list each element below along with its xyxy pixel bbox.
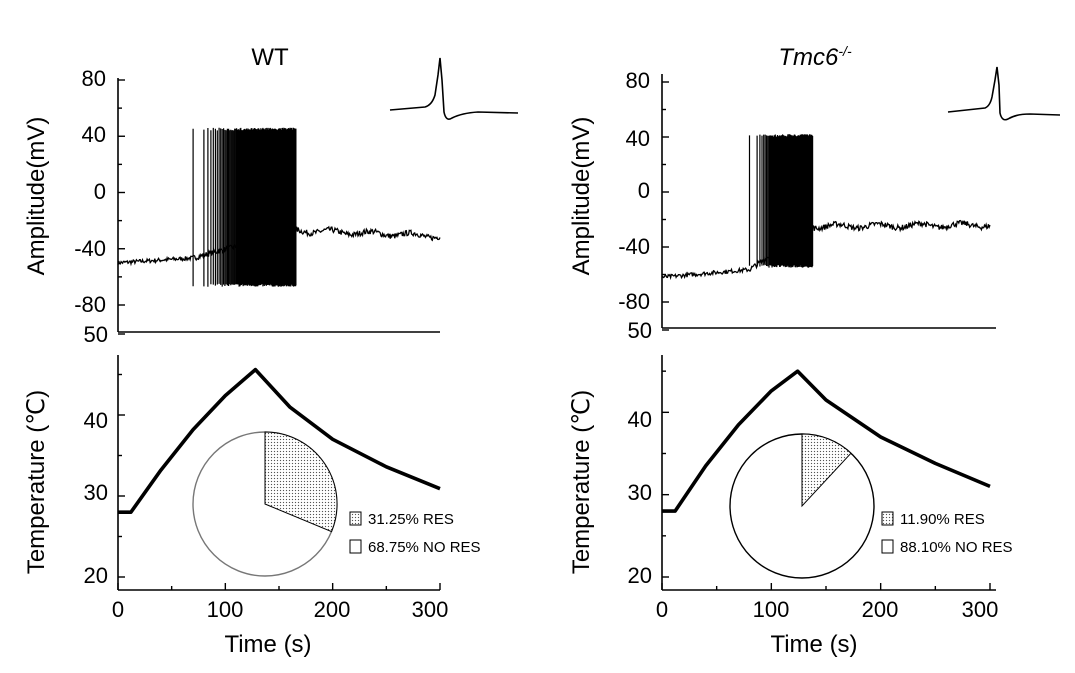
temperature-y-ticks (118, 333, 125, 578)
time-tick-label: 200 (862, 597, 899, 622)
action-potential-inset (947, 66, 1061, 121)
time-tick-label: 300 (412, 597, 449, 622)
voltage-tick-label: -80 (618, 289, 650, 314)
time-tick-label: 0 (112, 597, 124, 622)
voltage-axis-label: Amplitude(mV) (23, 117, 50, 276)
panel-title-text: WT (251, 44, 289, 71)
time-tick-label: 200 (314, 597, 351, 622)
panel-title: WT (251, 44, 289, 71)
temperature-y-ticks (662, 329, 669, 578)
temperature-axis-label: Temperature (℃) (568, 390, 595, 574)
legend-label-no-res: 88.10% NO RES (900, 539, 1013, 556)
voltage-y-ticks (118, 79, 125, 306)
voltage-tick-label: 80 (626, 68, 650, 93)
temperature-tick-label: 40 (84, 408, 108, 433)
legend-label-no-res: 68.75% NO RES (368, 539, 481, 556)
time-tick-label: 300 (962, 597, 999, 622)
legend-swatch-res (881, 511, 894, 526)
tmc6-knockout-panel: Tmc6-/- 80 40 0 -40 -80 Amplitude(mV) 50… (568, 43, 1061, 658)
voltage-tick-label: -80 (74, 292, 106, 317)
legend-label-res: 31.25% RES (368, 511, 454, 528)
temperature-axis-label: Temperature (℃) (23, 390, 50, 574)
panel-title: Tmc6-/- (778, 43, 852, 71)
voltage-tick-label: -40 (618, 234, 650, 259)
voltage-tick-label: 80 (82, 66, 106, 91)
temperature-tick-label: 50 (628, 318, 652, 343)
legend-swatch-no-res (881, 539, 894, 554)
legend-swatch-res (349, 511, 362, 526)
action-potential-inset (389, 57, 519, 120)
time-axis-label: Time (s) (770, 631, 857, 658)
legend-swatch-no-res (349, 539, 362, 554)
panel-title-text: Tmc6 (778, 44, 839, 71)
response-pie-chart (192, 431, 338, 577)
time-x-ticks (117, 583, 441, 590)
temperature-tick-label: 50 (84, 322, 108, 347)
voltage-trace (117, 127, 441, 287)
temperature-tick-label: 40 (628, 407, 652, 432)
time-tick-label: 100 (207, 597, 244, 622)
legend-label-res: 11.90% RES (900, 511, 985, 528)
wt-panel: WT 80 40 0 -40 -80 Amplitude(mV) 50 40 3… (23, 44, 519, 658)
pie-slice-res (264, 431, 338, 533)
temperature-curve (662, 369, 991, 513)
panel-title-superscript: -/- (838, 43, 852, 59)
voltage-trace (661, 134, 991, 281)
temperature-tick-label: 30 (628, 480, 652, 505)
voltage-tick-label: 40 (82, 122, 106, 147)
time-x-ticks (661, 583, 991, 590)
temperature-tick-label: 20 (628, 563, 652, 588)
voltage-tick-label: 0 (638, 178, 650, 203)
voltage-y-ticks (662, 81, 669, 303)
temperature-tick-label: 30 (84, 480, 108, 505)
voltage-axis-label: Amplitude(mV) (568, 117, 595, 276)
membrane-potential-line (661, 219, 991, 281)
time-tick-label: 100 (753, 597, 790, 622)
pie-slice-res (801, 433, 852, 508)
temperature-curve (118, 367, 441, 514)
time-axis-label: Time (s) (224, 631, 311, 658)
voltage-tick-label: -40 (74, 236, 106, 261)
response-pie-chart (729, 433, 875, 579)
temperature-tick-label: 20 (84, 563, 108, 588)
time-tick-label: 0 (656, 597, 668, 622)
voltage-tick-label: 0 (94, 179, 106, 204)
voltage-tick-label: 40 (626, 126, 650, 151)
